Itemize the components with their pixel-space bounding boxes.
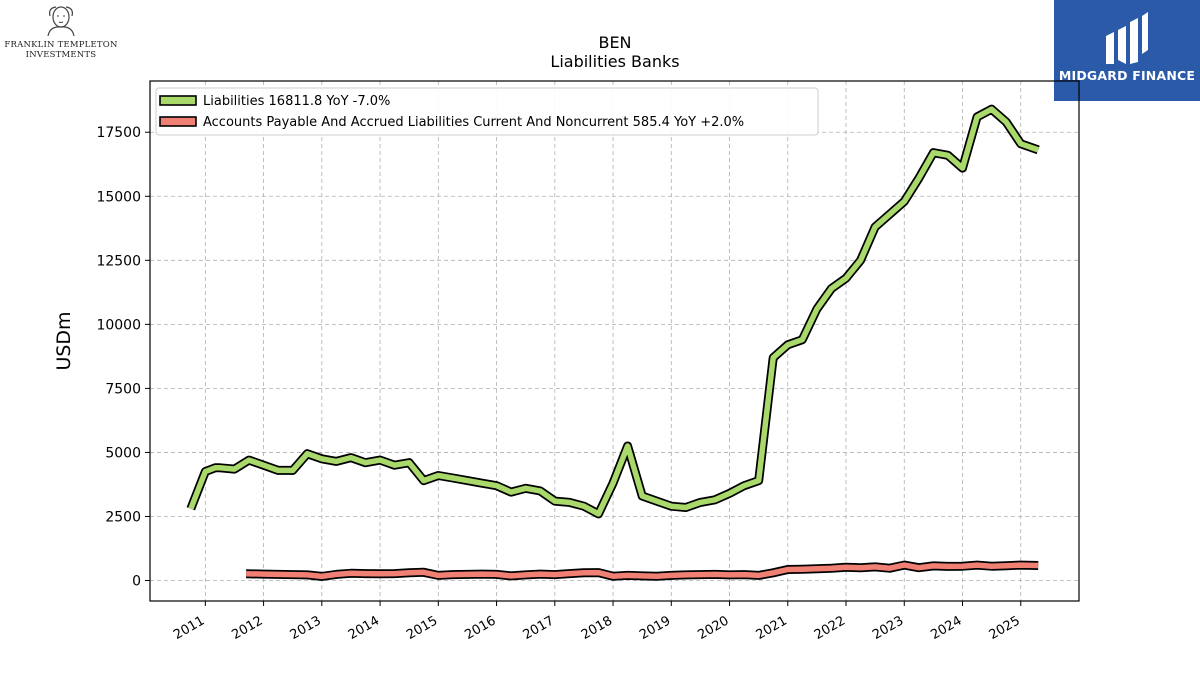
midgard-finance-logo: MIDGARD FINANCE [1054, 0, 1200, 101]
y-tick-label: 7500 [105, 381, 141, 397]
portrait-icon [47, 6, 75, 37]
legend-box [155, 87, 819, 136]
y-tick-label: 0 [132, 574, 141, 590]
series-1-outline [186, 104, 1040, 519]
x-tick-label: 2011 [171, 613, 207, 643]
x-tick-label: 2019 [637, 613, 673, 643]
series-1-line [188, 106, 1040, 517]
y-tick-label: 2500 [105, 509, 141, 525]
legend: Liabilities 16811.8 YoY -7.0% Accounts Pa… [155, 87, 819, 136]
legend-swatch [159, 116, 197, 127]
y-axis-label: USDm [53, 311, 75, 370]
franklin-templeton-subname: INVESTMENTS [25, 50, 97, 60]
y-tick-label: 15000 [96, 189, 141, 205]
x-tick-label: 2020 [695, 613, 731, 643]
y-tick-label: 17500 [96, 125, 141, 141]
midgard-finance-name: MIDGARD FINANCE [1058, 68, 1196, 83]
franklin-templeton-name: FRANKLIN TEMPLETON [4, 40, 118, 50]
series-2-line [246, 562, 1039, 580]
y-tick-label: 10000 [96, 317, 141, 333]
x-tick-label: 2017 [521, 613, 557, 643]
legend-entry: Liabilities 16811.8 YoY -7.0% [203, 94, 390, 109]
x-tick-label: 2024 [928, 613, 964, 643]
midgard-mark-icon [1106, 12, 1148, 64]
y-tick-label: 5000 [105, 445, 141, 461]
plot-frame [149, 80, 1080, 602]
x-tick-label: 2023 [870, 613, 906, 643]
x-tick-label: 2014 [346, 613, 382, 643]
chart-subtitle: Liabilities Banks [550, 52, 679, 71]
y-tick-label: 12500 [96, 253, 141, 269]
x-tick-label: 2021 [754, 613, 790, 643]
x-tick-label: 2015 [404, 613, 440, 643]
legend-entry: Accounts Payable And Accrued Liabilities… [203, 115, 744, 130]
chart-title: BEN [598, 33, 631, 52]
legend-swatch [159, 95, 197, 106]
x-tick-label: 2016 [462, 613, 498, 643]
x-tick-label: 2013 [288, 613, 324, 643]
x-tick-label: 2025 [987, 613, 1023, 643]
franklin-templeton-logo: FRANKLIN TEMPLETON INVESTMENTS [0, 4, 122, 64]
x-tick-label: 2012 [229, 613, 265, 643]
x-tick-label: 2022 [812, 613, 848, 643]
x-tick-label: 2018 [579, 613, 615, 643]
